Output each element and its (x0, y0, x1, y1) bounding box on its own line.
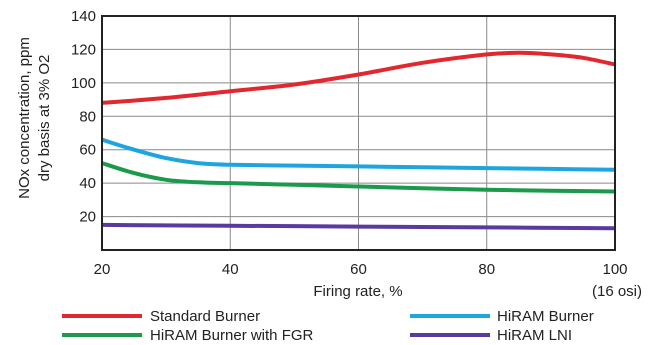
series-line-standard-burner (101, 50, 616, 105)
series-lines (101, 50, 616, 231)
x-tick-label-60: 60 (350, 261, 367, 278)
x-tick-label-20: 20 (94, 261, 111, 278)
y-tick-label-40: 40 (79, 175, 96, 192)
plot-frame (101, 15, 616, 251)
legend-label-hiram-burner: HiRAM Burner (497, 308, 594, 325)
legend-label-hiram-lni: HiRAM LNI (497, 327, 572, 344)
y-tick-label-100: 100 (71, 75, 96, 92)
series-line-hiram-burner-with-fgr (101, 161, 616, 194)
y-tick-labels: 20 40 60 80 100 120 140 (71, 8, 96, 226)
grid-lines (101, 15, 616, 250)
legend-label-standard-burner: Standard Burner (150, 308, 260, 325)
y-axis-title-line-2: dry basis at 3% O2 (36, 55, 53, 182)
x-tick-label-100: 100 (602, 261, 627, 278)
legend: Standard Burner HiRAM Burner HiRAM Burne… (62, 308, 594, 344)
x-tick-labels: 20 40 60 80 100 (94, 261, 628, 278)
y-tick-label-60: 60 (79, 142, 96, 159)
y-tick-label-20: 20 (79, 209, 96, 226)
series-line-hiram-lni (101, 222, 616, 231)
x-axis-extra-label: (16 osi) (592, 283, 642, 300)
y-tick-label-80: 80 (79, 108, 96, 125)
y-axis-title-line-1: NOx concentration, ppm (16, 37, 33, 199)
x-tick-label-40: 40 (222, 261, 239, 278)
legend-label-hiram-burner-with-fgr: HiRAM Burner with FGR (150, 327, 314, 344)
series-line-hiram-burner (101, 137, 616, 172)
x-tick-label-80: 80 (478, 261, 495, 278)
y-tick-label-140: 140 (71, 8, 96, 25)
y-tick-label-120: 120 (71, 41, 96, 58)
x-axis-title: Firing rate, % (313, 283, 402, 300)
